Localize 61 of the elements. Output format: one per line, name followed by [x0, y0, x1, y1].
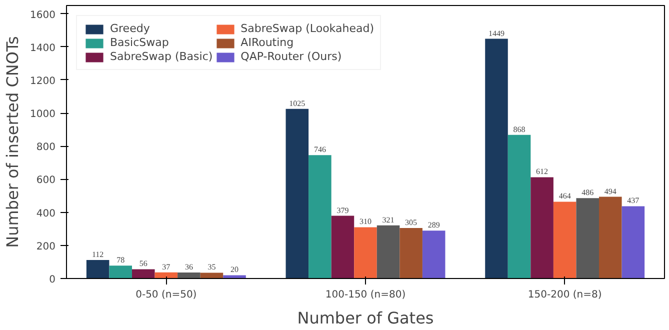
data-label: 20 — [230, 265, 239, 274]
bar — [86, 260, 110, 278]
bar — [553, 202, 576, 278]
y-tick-label: 200 — [36, 241, 56, 252]
data-label: 37 — [162, 262, 170, 272]
bar — [331, 216, 354, 278]
data-label: 437 — [627, 196, 640, 206]
legend-label: AIRouting — [240, 36, 294, 49]
data-label: 321 — [382, 215, 394, 224]
y-tick-label: 600 — [36, 175, 56, 186]
bar — [132, 269, 155, 278]
y-tick-label: 1200 — [30, 76, 56, 87]
data-label: 612 — [536, 167, 548, 176]
bar — [422, 230, 446, 278]
y-tick-label: 0 — [49, 274, 56, 286]
bar — [576, 198, 600, 278]
y-tick-label: 800 — [36, 142, 56, 154]
x-axis-title: Number of Gates — [297, 308, 434, 328]
legend-label: Greedy — [110, 22, 150, 35]
bar — [109, 266, 132, 278]
y-tick-label: 1600 — [30, 10, 56, 21]
bar — [622, 206, 645, 278]
x-tick-label: 150-200 (n=8) — [528, 290, 602, 300]
data-label: 78 — [116, 256, 125, 265]
data-label: 112 — [92, 250, 104, 259]
bar — [485, 38, 508, 278]
data-label: 56 — [139, 259, 148, 268]
legend-label: QAP-Router (Ours) — [240, 50, 342, 63]
data-label: 35 — [208, 262, 216, 272]
legend-label: SabreSwap (Basic) — [110, 50, 213, 63]
data-label: 36 — [184, 262, 193, 272]
bar — [508, 134, 531, 278]
bar — [354, 227, 377, 278]
y-tick-label: 1000 — [30, 109, 56, 120]
bar — [599, 196, 622, 278]
data-label: 1449 — [488, 28, 504, 38]
data-label: 486 — [582, 188, 594, 198]
data-label: 494 — [604, 186, 616, 196]
data-label: 305 — [405, 218, 418, 228]
bar — [308, 155, 332, 278]
bar — [178, 272, 200, 278]
bar — [376, 225, 400, 278]
data-label: 746 — [314, 145, 326, 154]
bar — [530, 177, 554, 278]
bar — [286, 108, 309, 278]
data-label: 464 — [558, 192, 571, 201]
data-label: 310 — [360, 217, 372, 226]
y-tick-label: 400 — [36, 208, 56, 220]
y-tick-label: 1400 — [30, 42, 56, 54]
x-tick-label: 100-150 (n=80) — [325, 290, 406, 300]
legend-label: BasicSwap — [110, 36, 169, 49]
legend-label: SabreSwap (Lookahead) — [240, 22, 374, 35]
data-label: 1025 — [289, 98, 306, 108]
data-label: 379 — [336, 206, 349, 215]
y-axis-title: Number of inserted CNOTs — [3, 36, 22, 248]
x-tick-label: 0-50 (n=50) — [136, 290, 197, 300]
bar — [200, 272, 224, 278]
data-label: 868 — [513, 124, 526, 134]
bar — [400, 228, 422, 278]
data-label: 289 — [428, 220, 440, 230]
bar — [223, 275, 246, 278]
